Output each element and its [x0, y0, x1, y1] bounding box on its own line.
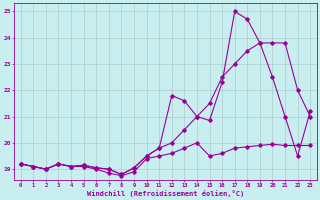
X-axis label: Windchill (Refroidissement éolien,°C): Windchill (Refroidissement éolien,°C)	[87, 190, 244, 197]
